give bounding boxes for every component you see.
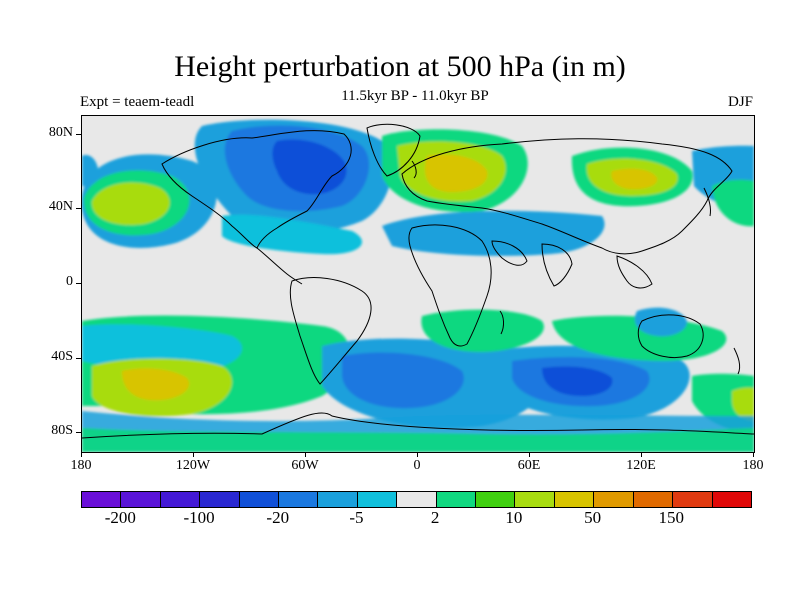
colorbar-swatch xyxy=(712,492,751,507)
longitude-tick xyxy=(753,452,754,457)
map-panel xyxy=(81,115,755,453)
field-cyan-south-pacific xyxy=(82,324,242,372)
colorbar-label: -20 xyxy=(266,508,290,527)
colorbar xyxy=(81,491,752,508)
season-label: DJF xyxy=(727,94,753,110)
coastline-central-america xyxy=(256,247,303,285)
coastline-eurasia xyxy=(401,138,733,255)
coastline-australia xyxy=(637,314,704,359)
colorbar-swatch xyxy=(200,492,240,507)
colorbar-swatch xyxy=(318,492,358,507)
latitude-label: 80S xyxy=(51,423,73,439)
colorbar-swatch xyxy=(160,492,201,507)
colorbar-swatch xyxy=(436,492,477,507)
coastline-southeast-asia xyxy=(616,255,653,289)
field-yellow-europe xyxy=(424,154,488,192)
colorbar-swatch xyxy=(239,492,280,507)
colorbar-swatch xyxy=(121,492,161,507)
coastline-arabia xyxy=(491,240,528,266)
colorbar-swatch xyxy=(673,492,713,507)
latitude-tick xyxy=(76,432,81,434)
coastline-japan xyxy=(703,187,711,217)
longitude-label: 60E xyxy=(517,458,541,473)
height-perturbation-map xyxy=(82,119,754,452)
longitude-tick xyxy=(305,452,306,457)
colorbar-swatch xyxy=(515,492,555,507)
colorbar-label: 2 xyxy=(430,508,440,527)
coastline-uk xyxy=(411,160,417,179)
field-yellow-asia xyxy=(611,168,658,190)
longitude-tick xyxy=(81,452,82,457)
colorbar-label: -5 xyxy=(349,508,364,527)
longitude-label: 120E xyxy=(626,458,656,473)
field-yellow-south-pacific xyxy=(122,368,190,401)
latitude-label: 40N xyxy=(48,199,73,215)
coastline-antarctica xyxy=(82,412,754,439)
colorbar-label: -200 xyxy=(104,508,136,527)
colorbar-swatch xyxy=(397,492,437,507)
latitude-label: 40S xyxy=(51,348,73,364)
field-cyan-west-edge xyxy=(82,155,99,187)
coastline-madagascar xyxy=(499,310,504,335)
coastline-india xyxy=(541,243,573,287)
colorbar-swatch xyxy=(82,492,122,507)
longitude-label: 180 xyxy=(70,458,92,473)
latitude-label: 80N xyxy=(48,124,73,140)
coastline-south-america xyxy=(289,277,372,385)
field-cyan-gulf xyxy=(222,214,362,255)
colorbar-label: 50 xyxy=(584,508,602,527)
colorbar-label: -100 xyxy=(183,508,215,527)
field-yellowgreen-north-pacific xyxy=(91,182,170,226)
colorbar-label: 10 xyxy=(505,508,523,527)
plot-title: Height perturbation at 500 hPa (in m) xyxy=(174,50,626,83)
plot-subtitle: 11.5kyr BP - 11.0kyr BP xyxy=(341,88,489,104)
latitude-tick xyxy=(76,283,81,284)
field-darkblue-south-atlantic xyxy=(342,352,464,409)
colorbar-label: 150 xyxy=(658,508,685,527)
longitude-tick xyxy=(417,452,418,457)
latitude-tick xyxy=(76,133,81,135)
longitude-label: 60W xyxy=(291,458,319,473)
field-cyan-eurasia xyxy=(382,210,605,256)
longitude-tick xyxy=(529,452,530,457)
latitude-tick xyxy=(76,208,81,210)
latitude-label: 0 xyxy=(66,274,73,289)
colorbar-swatch xyxy=(594,492,634,507)
experiment-label: Expt = teaem-teadl xyxy=(80,94,195,110)
colorbar-swatch xyxy=(476,492,516,507)
longitude-tick xyxy=(641,452,642,457)
field-yellowgreen-southwest-pacific xyxy=(732,387,754,421)
colorbar-swatch xyxy=(357,492,398,507)
longitude-label: 120W xyxy=(175,458,211,473)
coastline-north-america xyxy=(161,130,352,249)
colorbar-swatch xyxy=(554,492,595,507)
coastline-new-zealand xyxy=(733,347,741,375)
colorbar-swatch xyxy=(279,492,319,507)
field-deepblue-south-indian xyxy=(542,366,613,396)
longitude-label: 180 xyxy=(742,458,764,473)
longitude-tick xyxy=(193,452,194,457)
field-green-northwest-pacific xyxy=(712,179,754,227)
coastline-africa xyxy=(408,224,492,347)
longitude-label: 0 xyxy=(413,458,421,473)
colorbar-swatch xyxy=(633,492,674,507)
coastline-greenland xyxy=(366,123,421,177)
latitude-tick xyxy=(76,357,81,359)
